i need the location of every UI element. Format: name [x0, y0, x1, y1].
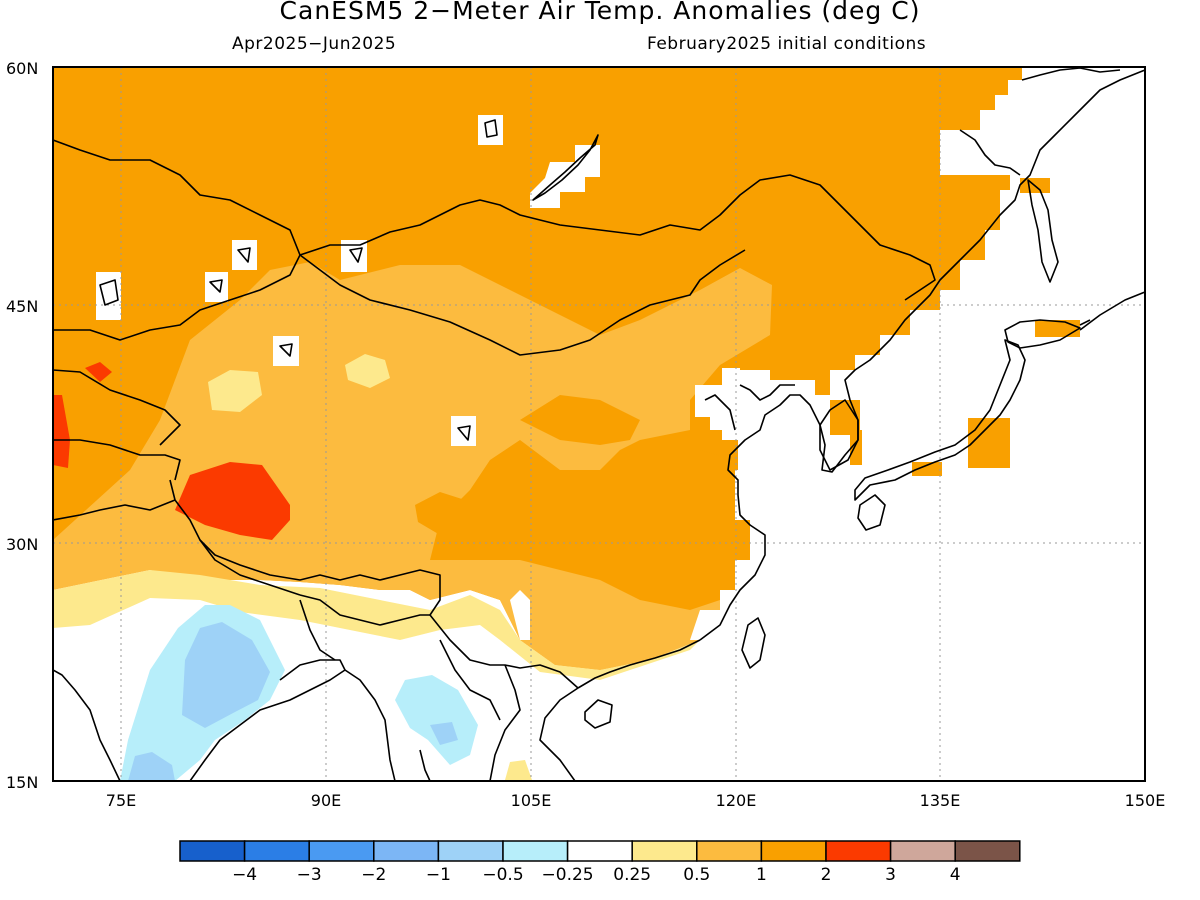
colorbar-swatch	[760, 840, 827, 862]
lon-tick-label: 120E	[716, 791, 757, 810]
longitude-ticks: 75E 90E 105E 120E 135E 150E	[106, 791, 1166, 810]
colorbar-label: −2	[361, 865, 386, 885]
masked-cell	[478, 115, 503, 145]
colorbar-swatch	[437, 840, 504, 862]
masked-cell	[695, 368, 740, 430]
region-anomaly-025-to-05	[53, 570, 700, 680]
colorbar-swatch	[502, 840, 569, 862]
region-anomaly-025-to-05	[505, 760, 532, 780]
colorbar-swatch	[889, 840, 956, 862]
colorbar-label: −0.25	[542, 865, 594, 885]
region-anomaly-1-to-2	[415, 492, 465, 535]
lon-tick-label: 105E	[511, 791, 552, 810]
lat-tick-label: 30N	[6, 535, 38, 554]
colorbar-label: 2	[821, 865, 832, 885]
region-anomaly-2-to-3	[53, 395, 70, 468]
lat-tick-label: 60N	[6, 59, 38, 78]
region-anomaly-025-to-05	[208, 370, 262, 412]
map-title: CanESM5 2−Meter Air Temp. Anomalies (deg…	[279, 0, 921, 25]
gridlines	[53, 67, 1145, 781]
forecast-period: Apr2025−Jun2025	[232, 34, 397, 54]
anomaly-field	[53, 67, 1145, 781]
masked-cell	[232, 240, 257, 270]
colorbar-swatch	[825, 840, 892, 862]
region-anomaly-2-to-3	[85, 362, 112, 382]
colorbar-swatch	[954, 840, 1021, 862]
region-anomaly-minus1-to-minus05	[128, 752, 175, 781]
initial-conditions: February2025 initial conditions	[647, 34, 927, 54]
region-anomaly-05-to-1	[53, 262, 772, 670]
map-frame	[52, 66, 1146, 782]
masked-cell	[205, 272, 228, 302]
masked-cell	[940, 130, 965, 175]
colorbar-swatch	[696, 840, 763, 862]
near-zero-region	[690, 67, 1145, 781]
lon-tick-label: 75E	[106, 791, 136, 810]
region-anomaly-1-to-2	[520, 395, 640, 445]
region-anomaly-1-to-2	[1035, 320, 1080, 337]
region-anomaly-minus1-to-minus05	[430, 722, 458, 745]
colorbar-swatch	[631, 840, 698, 862]
lat-tick-label: 45N	[6, 297, 38, 316]
latitude-ticks: 60N 45N 30N 15N	[6, 59, 38, 792]
masked-cell	[451, 416, 476, 446]
region-anomaly-2-to-3	[175, 462, 290, 540]
region-anomaly-1-to-2	[620, 450, 738, 555]
colorbar-swatch	[243, 840, 310, 862]
colorbar-swatch	[179, 840, 246, 862]
masked-cell	[510, 590, 530, 640]
lat-tick-label: 15N	[6, 773, 38, 792]
region-anomaly-minus1-to-minus05	[182, 622, 270, 728]
colorbar: −4 −3 −2 −1 −0.5 −0.25 0.25 0.5 1 2 3 4	[179, 840, 1021, 885]
colorbar-label: −1	[426, 865, 451, 885]
lon-tick-label: 90E	[311, 791, 341, 810]
colorbar-label: 0.5	[683, 865, 710, 885]
colorbar-label: 0.25	[613, 865, 651, 885]
colorbar-label: −3	[297, 865, 322, 885]
colorbar-label: −0.5	[482, 865, 523, 885]
colorbar-label: 3	[885, 865, 896, 885]
colorbar-swatch	[308, 840, 375, 862]
region-anomaly-025-to-05	[345, 354, 390, 388]
region-anomaly-1-to-2	[912, 462, 942, 476]
colorbar-label: 4	[950, 865, 961, 885]
colorbar-swatch	[373, 840, 440, 862]
region-anomaly-minus05-to-minus025	[395, 675, 478, 765]
colorbar-label: 1	[756, 865, 767, 885]
lon-tick-label: 150E	[1125, 791, 1166, 810]
colorbar-label: −4	[232, 865, 257, 885]
region-anomaly-1-to-2	[850, 430, 862, 465]
colorbar-swatch	[566, 840, 633, 862]
lon-tick-label: 135E	[920, 791, 961, 810]
coastlines-and-borders	[53, 67, 1145, 781]
